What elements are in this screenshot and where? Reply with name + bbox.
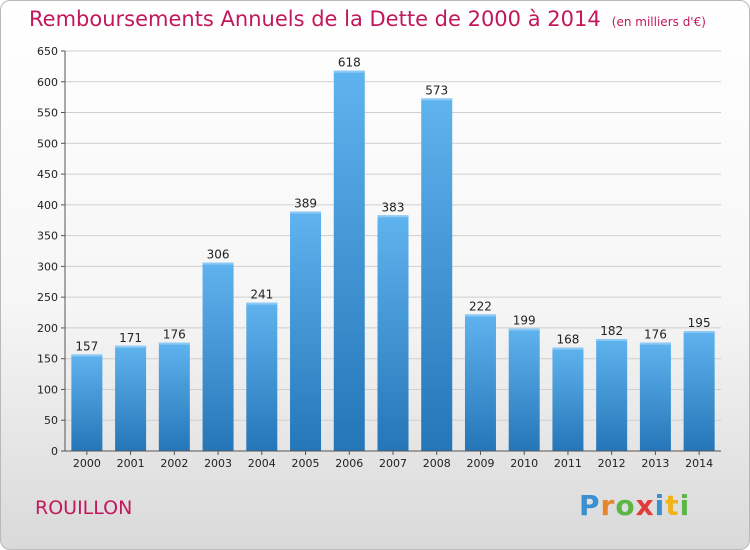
bar-2007	[377, 215, 409, 451]
bar-2002	[158, 342, 190, 451]
x-tick-label: 2004	[248, 457, 276, 470]
logo-letter: x	[635, 489, 655, 522]
x-tick-label: 2009	[466, 457, 494, 470]
value-label: 171	[119, 331, 142, 345]
logo-letter: o	[615, 489, 636, 522]
y-tick-label: 100	[37, 383, 58, 396]
bar-2008	[421, 98, 453, 451]
bar-top-highlight	[683, 331, 715, 333]
bar-top-highlight	[333, 70, 365, 73]
x-tick-label: 2001	[117, 457, 145, 470]
value-label: 383	[382, 200, 405, 214]
bar-2012	[596, 339, 628, 451]
bar-top-highlight	[115, 345, 147, 348]
logo-letter: t	[665, 489, 680, 522]
logo-letter: P	[579, 489, 601, 522]
value-label: 573	[425, 83, 448, 97]
x-tick-label: 2008	[423, 457, 451, 470]
bar-2004	[246, 302, 278, 451]
bar-2013	[639, 342, 671, 451]
x-tick-label: 2005	[292, 457, 320, 470]
x-tick-label: 2012	[598, 457, 626, 470]
x-tick-label: 2006	[335, 457, 363, 470]
bar-2003	[202, 262, 234, 451]
bar-top-highlight	[552, 347, 584, 350]
proxiti-logo: Proxiti	[579, 489, 690, 522]
y-tick-label: 250	[37, 291, 58, 304]
logo-letter: i	[654, 489, 666, 522]
x-tick-label: 2002	[160, 457, 188, 470]
bar-2000	[71, 354, 103, 451]
bar-top-highlight	[639, 342, 671, 345]
value-label: 195	[688, 316, 711, 330]
y-tick-label: 350	[37, 230, 58, 243]
commune-name: ROUILLON	[35, 497, 133, 519]
y-tick-label: 650	[37, 45, 58, 58]
value-label: 306	[207, 248, 230, 262]
bar-2011	[552, 347, 584, 451]
bar-top-highlight	[158, 342, 190, 345]
y-tick-label: 400	[37, 199, 58, 212]
y-tick-label: 300	[37, 260, 58, 273]
y-tick-label: 200	[37, 322, 58, 335]
value-label: 241	[250, 288, 273, 302]
x-tick-label: 2014	[685, 457, 713, 470]
bar-top-highlight	[377, 215, 409, 218]
chart-unit: (en milliers d'€)	[611, 15, 706, 29]
chart-title: Remboursements Annuels de la Dette de 20…	[29, 7, 706, 31]
bar-top-highlight	[421, 98, 453, 101]
bar-top-highlight	[246, 302, 278, 305]
bar-2005	[290, 211, 322, 451]
labels: 0 50 100 150 200 250 300 350 400 450 500 550 600 650 1…	[37, 45, 713, 470]
value-label: 157	[75, 339, 98, 353]
y-tick-label: 450	[37, 168, 58, 181]
bar-2001	[115, 345, 147, 451]
y-tick-label: 500	[37, 137, 58, 150]
x-tick-label: 2003	[204, 457, 232, 470]
bar-top-highlight	[596, 339, 628, 341]
y-tick-label: 150	[37, 353, 58, 366]
axes	[61, 50, 721, 455]
bars	[71, 70, 715, 451]
y-tick-label: 550	[37, 107, 58, 120]
bar-top-highlight	[202, 262, 234, 265]
y-tick-label: 600	[37, 76, 58, 89]
bar-top-highlight	[464, 314, 496, 317]
value-label: 168	[556, 333, 579, 347]
logo-letter: i	[679, 489, 691, 522]
y-tick-label: 0	[51, 445, 58, 458]
bar-2006	[333, 70, 365, 451]
bar-top-highlight	[508, 328, 540, 331]
bar-top-highlight	[71, 354, 103, 357]
x-tick-label: 2013	[641, 457, 669, 470]
value-label: 176	[644, 328, 667, 342]
value-label: 389	[294, 197, 317, 211]
value-label: 182	[600, 324, 623, 338]
value-label: 618	[338, 56, 361, 70]
bar-2009	[464, 314, 496, 451]
bar-2014	[683, 331, 715, 451]
value-label: 199	[513, 314, 536, 328]
x-tick-label: 2000	[73, 457, 101, 470]
x-tick-label: 2011	[554, 457, 582, 470]
value-label: 176	[163, 328, 186, 342]
bar-2010	[508, 328, 540, 451]
y-tick-label: 50	[44, 414, 58, 427]
x-tick-label: 2007	[379, 457, 407, 470]
logo-letter: r	[600, 489, 616, 522]
value-label: 222	[469, 299, 492, 313]
bar-top-highlight	[290, 211, 322, 214]
x-tick-label: 2010	[510, 457, 538, 470]
chart-title-text: Remboursements Annuels de la Dette de 20…	[29, 7, 601, 31]
